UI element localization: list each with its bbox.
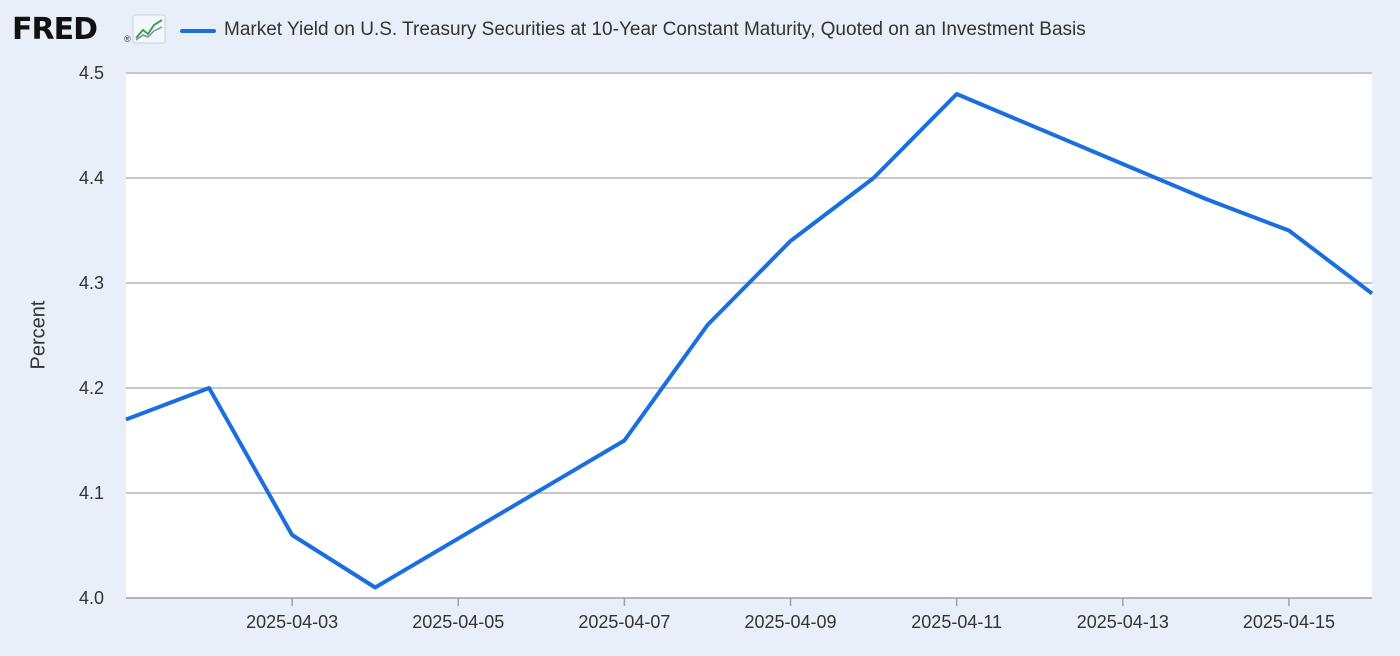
x-tick-label: 2025-04-13 <box>1077 612 1169 632</box>
line-graph-icon <box>132 14 166 44</box>
y-tick-label: 4.3 <box>79 273 104 293</box>
fred-logo[interactable]: FRED <box>12 12 98 47</box>
x-axis-ticks: 2025-04-03 2025-04-05 2025-04-07 2025-04-09… <box>246 598 1335 632</box>
y-tick-label: 4.5 <box>79 63 104 83</box>
y-axis-ticks: 4.0 4.1 4.2 4.3 4.4 4.5 <box>79 63 104 608</box>
plot-area <box>126 73 1372 598</box>
registered-mark: ® <box>124 34 131 44</box>
x-tick-label: 2025-04-11 <box>911 612 1002 632</box>
legend-swatch <box>180 29 216 33</box>
x-tick-label: 2025-04-15 <box>1243 612 1335 632</box>
y-tick-label: 4.4 <box>79 168 104 188</box>
legend-label[interactable]: Market Yield on U.S. Treasury Securities… <box>224 19 1086 40</box>
y-tick-label: 4.0 <box>79 588 104 608</box>
y-tick-label: 4.1 <box>79 483 104 503</box>
x-tick-label: 2025-04-07 <box>578 612 670 632</box>
series-line[interactable] <box>125 92 1374 590</box>
chart-header: FRED ® Market Yield on U.S. Treasury Sec… <box>0 0 1400 60</box>
x-tick-label: 2025-04-05 <box>412 612 504 632</box>
y-tick-label: 4.2 <box>79 378 104 398</box>
x-tick-label: 2025-04-03 <box>246 612 338 632</box>
x-tick-label: 2025-04-09 <box>744 612 836 632</box>
